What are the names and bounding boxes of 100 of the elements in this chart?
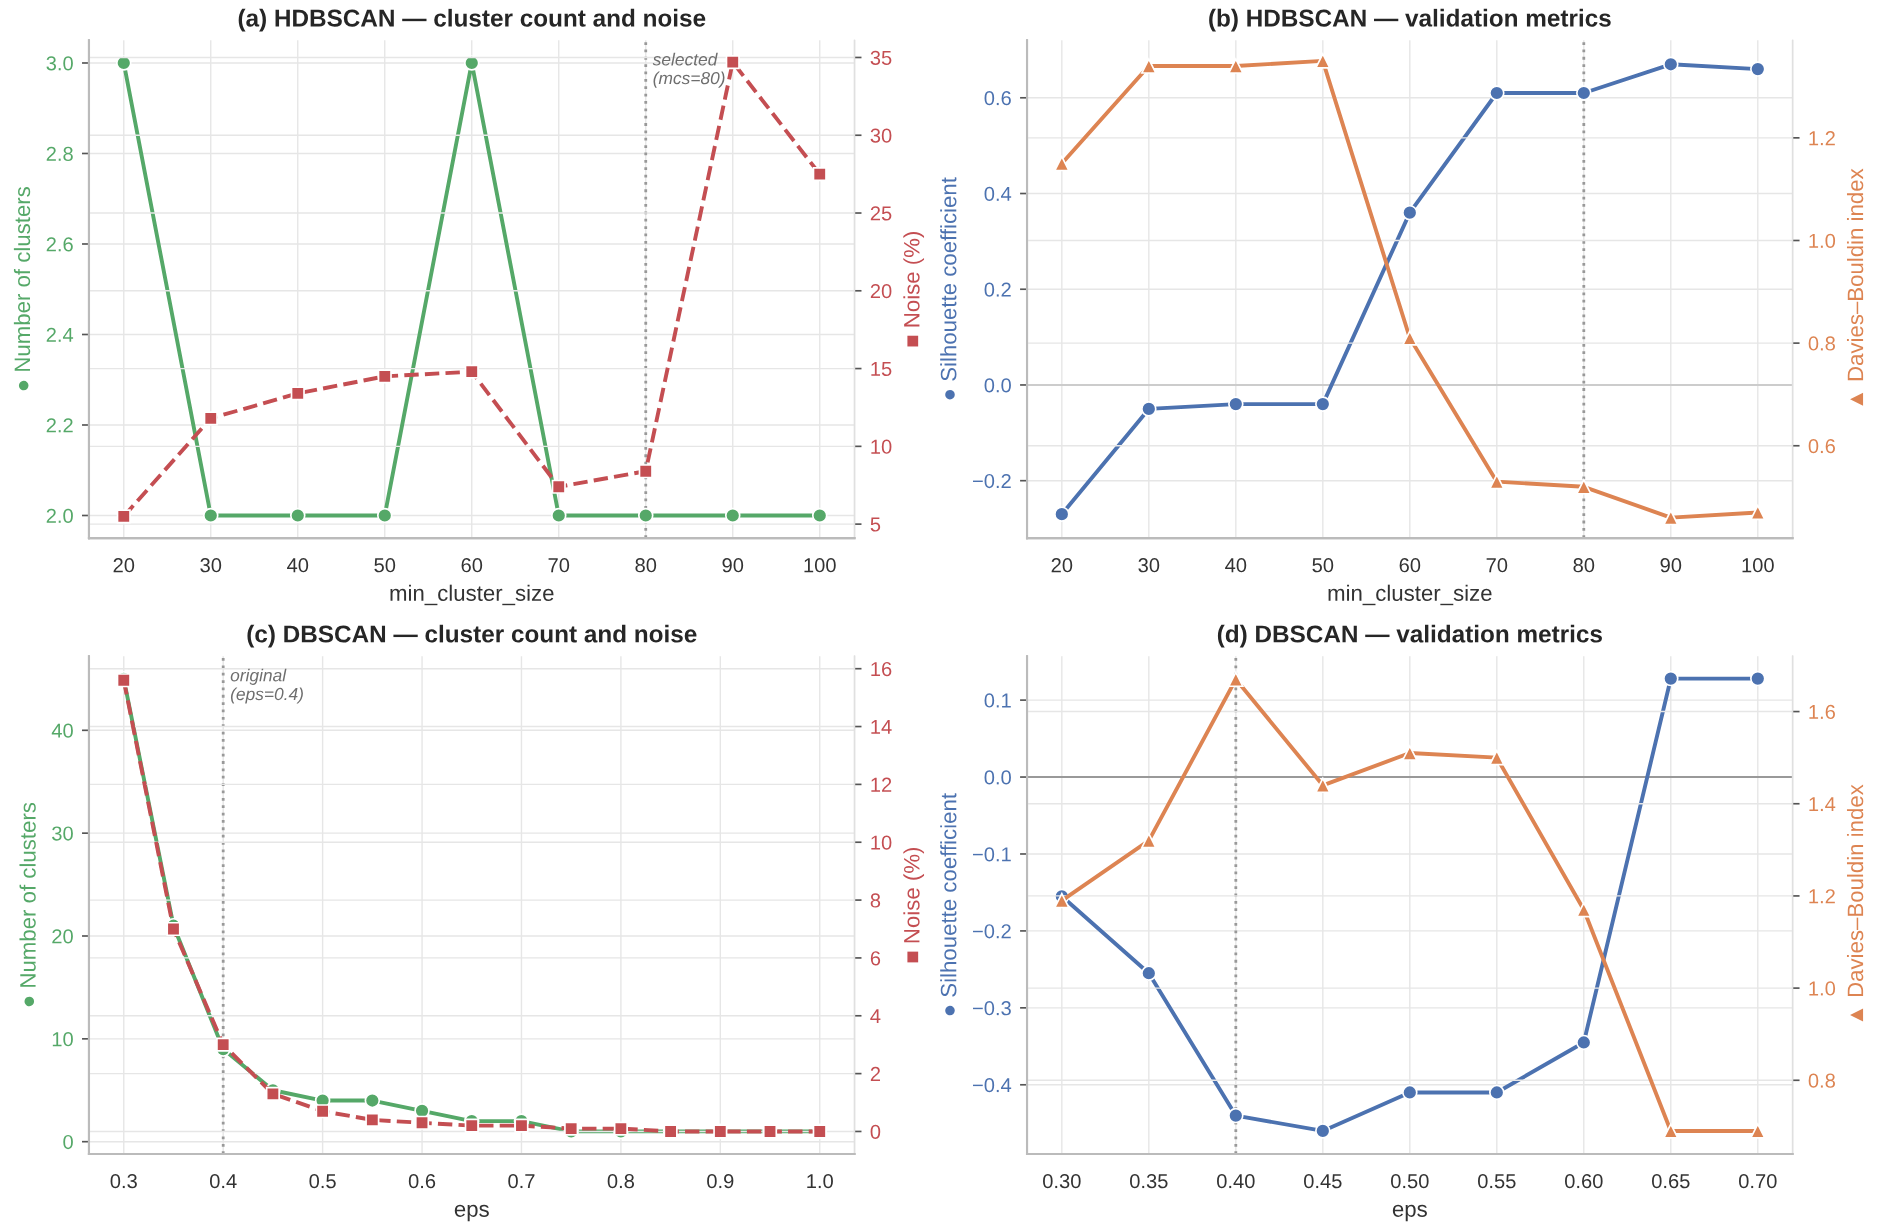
point bbox=[1663, 670, 1679, 687]
x-tick-label: 0.40 bbox=[1217, 1174, 1255, 1189]
point bbox=[1402, 1084, 1418, 1101]
y-tick-label: 3.0 bbox=[46, 56, 73, 71]
ref-line-label: selected (mcs=80) bbox=[652, 52, 725, 88]
point bbox=[1228, 1107, 1244, 1124]
y-tick-label: −0.4 bbox=[972, 1078, 1012, 1093]
y-tick-label: 2.6 bbox=[46, 237, 73, 252]
y2-tick-label: 0.8 bbox=[1808, 336, 1835, 351]
point bbox=[1141, 401, 1157, 417]
y-tick-label: −0.2 bbox=[972, 924, 1011, 939]
point bbox=[1576, 1034, 1592, 1051]
point bbox=[364, 1092, 381, 1109]
y2-tick-label: 1.2 bbox=[1809, 889, 1835, 904]
chart-title: (a) HDBSCAN — cluster count and noise bbox=[238, 8, 706, 32]
y2-tick-label: 0 bbox=[870, 1124, 881, 1139]
x-tick-label: 90 bbox=[722, 558, 744, 573]
chart-title: (d) DBSCAN — validation metrics bbox=[1217, 624, 1602, 648]
y-axis-title: ● Silhouette coefficient bbox=[940, 793, 957, 1016]
x-tick-label: 0.9 bbox=[707, 1174, 734, 1189]
point bbox=[1315, 1123, 1331, 1139]
point bbox=[1228, 671, 1244, 688]
point bbox=[315, 1104, 330, 1119]
y-tick-label: −0.3 bbox=[972, 1001, 1011, 1016]
y-tick-label: −0.1 bbox=[972, 847, 1011, 862]
y-tick-label: 2.0 bbox=[46, 508, 73, 523]
y2-tick-label: 1.6 bbox=[1809, 704, 1835, 720]
x-tick-label: 0.4 bbox=[209, 1174, 237, 1189]
point bbox=[1315, 396, 1331, 412]
point bbox=[564, 1121, 579, 1136]
y2-tick-label: 30 bbox=[870, 128, 892, 143]
y-tick-label: 40 bbox=[51, 723, 73, 738]
x-tick-label: 0.7 bbox=[508, 1174, 535, 1189]
y-axis-title: ● Number of clusters bbox=[13, 187, 31, 391]
point bbox=[551, 479, 566, 494]
point bbox=[1576, 85, 1592, 101]
y-tick-label: 0 bbox=[63, 1134, 73, 1150]
x-tick-label: 70 bbox=[1486, 558, 1508, 573]
x-tick-label: 20 bbox=[113, 558, 135, 573]
point bbox=[1489, 473, 1505, 490]
point bbox=[1750, 61, 1766, 77]
x-tick-label: 0.45 bbox=[1304, 1174, 1342, 1189]
point bbox=[365, 1112, 380, 1127]
chart-title: (c) DBSCAN — cluster count and noise bbox=[247, 624, 697, 648]
point bbox=[1489, 1084, 1505, 1101]
point bbox=[1315, 53, 1331, 69]
y2-tick-label: 1.2 bbox=[1809, 131, 1835, 146]
y-tick-label: 0.6 bbox=[984, 91, 1011, 106]
point bbox=[1054, 155, 1070, 172]
point bbox=[1228, 396, 1244, 412]
x-axis-title: min_cluster_size bbox=[390, 584, 554, 606]
x-tick-label: 90 bbox=[1660, 558, 1682, 573]
y2-tick-label: 6 bbox=[870, 951, 881, 966]
y2-tick-label: 1.0 bbox=[1809, 981, 1836, 996]
chart-title: (b) HDBSCAN — validation metrics bbox=[1209, 8, 1611, 32]
x-tick-label: 0.5 bbox=[309, 1174, 336, 1189]
x-tick-label: 0.30 bbox=[1043, 1174, 1081, 1189]
y2-axis-title: ▲ Davies–Bouldin index bbox=[1846, 168, 1864, 406]
point bbox=[464, 364, 479, 379]
y-tick-label: 10 bbox=[52, 1032, 73, 1047]
y-tick-label: 0.0 bbox=[984, 770, 1011, 785]
x-tick-label: 80 bbox=[635, 558, 657, 573]
y2-tick-label: 12 bbox=[871, 777, 892, 792]
point bbox=[203, 411, 218, 426]
x-tick-label: 30 bbox=[200, 558, 222, 573]
x-axis-title: min_cluster_size bbox=[1328, 584, 1492, 606]
point bbox=[1663, 509, 1679, 526]
point bbox=[1576, 901, 1592, 918]
y2-axis-title: ■ Noise (%) bbox=[903, 847, 925, 963]
point bbox=[1489, 85, 1505, 101]
x-tick-label: 0.35 bbox=[1130, 1174, 1168, 1189]
point bbox=[514, 1118, 529, 1133]
y2-tick-label: 2 bbox=[870, 1066, 881, 1081]
y-tick-label: 0.4 bbox=[984, 186, 1012, 202]
x-axis-title: eps bbox=[454, 1204, 489, 1222]
point bbox=[1750, 504, 1766, 521]
point bbox=[638, 464, 653, 479]
y-tick-label: 2.8 bbox=[46, 146, 73, 161]
point bbox=[166, 921, 181, 937]
y2-axis-title: ▲ Davies–Bouldin index bbox=[1846, 784, 1864, 1022]
point bbox=[1054, 892, 1070, 909]
point bbox=[1402, 745, 1418, 761]
y-tick-label: 30 bbox=[52, 826, 73, 841]
point bbox=[290, 386, 305, 401]
y2-tick-label: 1.4 bbox=[1809, 797, 1836, 812]
x-tick-label: 70 bbox=[548, 558, 570, 573]
point bbox=[1228, 58, 1244, 74]
point bbox=[613, 1121, 628, 1136]
y2-tick-label: 35 bbox=[870, 50, 892, 65]
point bbox=[812, 167, 827, 182]
point bbox=[1315, 777, 1331, 794]
y2-tick-label: 15 bbox=[871, 362, 892, 377]
x-tick-label: 60 bbox=[1399, 558, 1421, 573]
y2-tick-label: 4 bbox=[870, 1009, 881, 1024]
y2-tick-label: 5 bbox=[870, 517, 881, 532]
point bbox=[1141, 832, 1157, 849]
y2-tick-label: 16 bbox=[871, 661, 892, 677]
point bbox=[1402, 330, 1418, 346]
x-tick-label: 0.70 bbox=[1738, 1174, 1777, 1189]
x-axis-title: eps bbox=[1392, 1204, 1427, 1222]
